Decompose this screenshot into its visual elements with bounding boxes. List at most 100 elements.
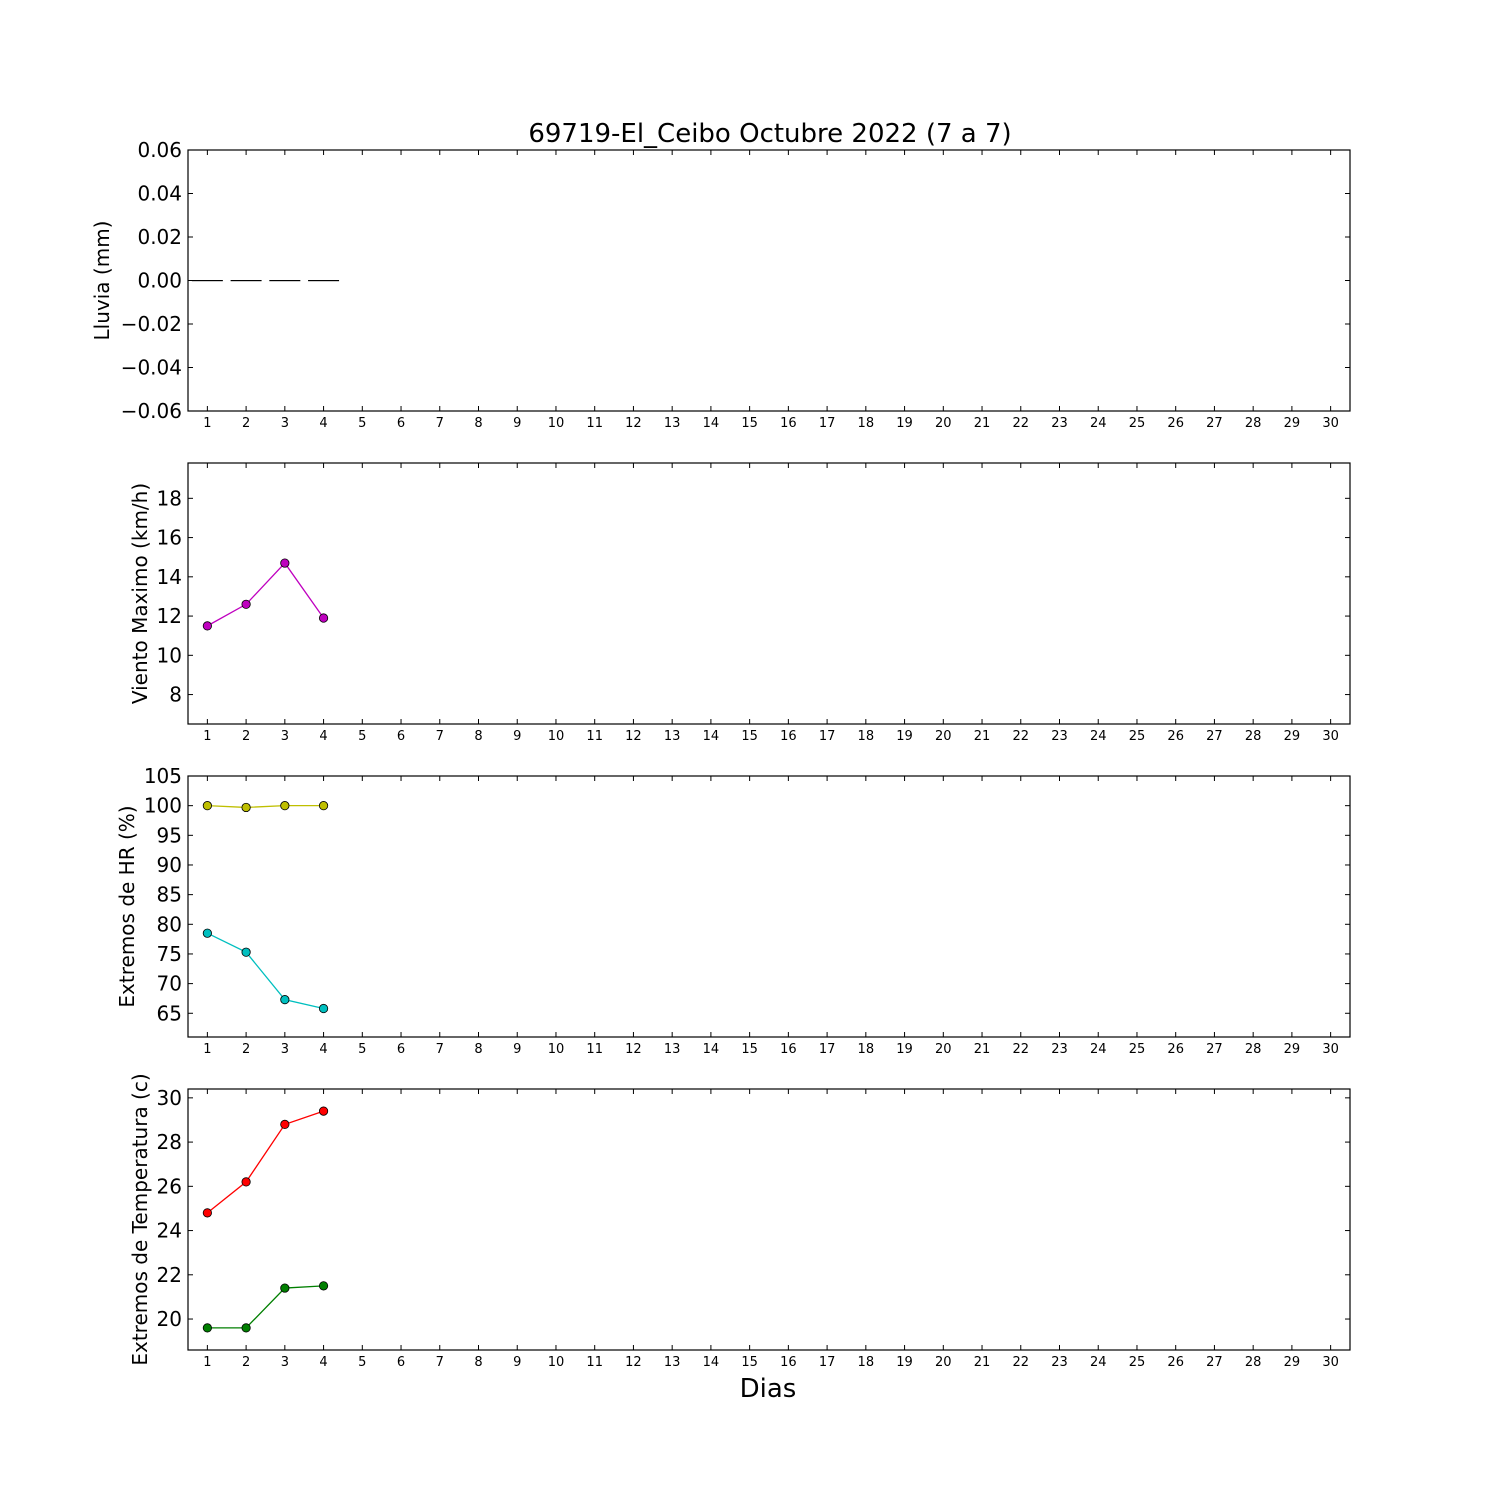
- data-point: [202, 621, 212, 631]
- x-tick-label: 23: [1051, 1355, 1068, 1370]
- x-tick-label: 11: [586, 1355, 603, 1370]
- x-tick-label: 13: [664, 1355, 681, 1370]
- x-tick-label: 9: [513, 1355, 521, 1370]
- x-tick-label: 21: [974, 1355, 991, 1370]
- bar: [230, 280, 262, 282]
- x-tick-label: 19: [896, 729, 913, 744]
- x-tick-label: 18: [858, 416, 875, 431]
- series-line: [207, 932, 324, 1010]
- x-tick-label: 24: [1090, 1042, 1107, 1057]
- y-tick-label: 18: [157, 486, 182, 510]
- data-point: [280, 801, 290, 811]
- x-tick-label: 11: [586, 1042, 603, 1057]
- x-tick-label: 29: [1284, 416, 1301, 431]
- x-tick-label: 5: [358, 729, 366, 744]
- x-tick-label: 30: [1322, 1042, 1339, 1057]
- x-tick-label: 4: [319, 416, 327, 431]
- y-tick-label: 16: [157, 526, 182, 550]
- x-tick-label: 27: [1206, 1042, 1223, 1057]
- x-tick-label: 10: [548, 1355, 565, 1370]
- x-tick-label: 6: [397, 1042, 405, 1057]
- x-tick-label: 1: [203, 1042, 211, 1057]
- x-tick-label: 21: [974, 729, 991, 744]
- x-tick-label: 5: [358, 1042, 366, 1057]
- x-tick-label: 24: [1090, 416, 1107, 431]
- x-tick-label: 10: [548, 416, 565, 431]
- y-axis-label: Extremos de Temperatura (c): [128, 1073, 152, 1365]
- x-tick-label: 30: [1322, 416, 1339, 431]
- x-tick-label: 19: [896, 1355, 913, 1370]
- x-tick-label: 22: [1012, 729, 1029, 744]
- x-tick-label: 18: [858, 729, 875, 744]
- x-tick-label: 17: [819, 729, 836, 744]
- x-tick-label: 25: [1129, 416, 1146, 431]
- subplots: 0.060.040.020.00−0.02−0.04−0.061 2 3 4 5 6 7 8 9…: [90, 138, 1351, 1370]
- data-point: [280, 1119, 290, 1129]
- x-tick-label: 28: [1245, 416, 1262, 431]
- x-tick-label: 17: [819, 416, 836, 431]
- x-tick-label: 15: [741, 729, 758, 744]
- x-axis-label: Dias: [740, 1374, 797, 1404]
- x-tick-label: 6: [397, 1355, 405, 1370]
- chart-title: 69719-El_Ceibo Octubre 2022 (7 a 7): [528, 119, 1011, 149]
- bar: [191, 280, 223, 282]
- x-tick-label: 5: [358, 1355, 366, 1370]
- x-tick-label: 21: [974, 1042, 991, 1057]
- x-tick-label: 24: [1090, 729, 1107, 744]
- x-tick-label: 12: [625, 729, 642, 744]
- x-tick-label: 10: [548, 729, 565, 744]
- x-tick-label: 5: [358, 416, 366, 431]
- x-tick-label: 16: [780, 416, 797, 431]
- x-tick-label: 2: [242, 729, 250, 744]
- data-point: [241, 802, 251, 813]
- x-tick-label: 7: [436, 729, 444, 744]
- x-tick-label: 24: [1090, 1355, 1107, 1370]
- x-tick-label: 3: [281, 729, 289, 744]
- series-temperatura-1: [202, 1281, 329, 1333]
- x-tick-label: 9: [513, 729, 521, 744]
- data-point: [280, 1283, 290, 1293]
- x-tick-label: 3: [281, 1355, 289, 1370]
- x-tick-label: 26: [1167, 1042, 1184, 1057]
- x-tick-label: 15: [741, 1042, 758, 1057]
- data-point: [241, 947, 251, 957]
- data-point: [241, 599, 251, 609]
- y-tick-label: −0.06: [121, 399, 182, 423]
- series-line: [206, 1110, 324, 1214]
- x-tick-label: 23: [1051, 1042, 1068, 1057]
- x-tick-label: 27: [1206, 416, 1223, 431]
- data-point: [318, 613, 329, 623]
- x-tick-label: 2: [242, 416, 250, 431]
- series-line: [207, 1285, 324, 1329]
- x-tick-label: 11: [586, 729, 603, 744]
- panel-lluvia: 0.060.040.020.00−0.02−0.04−0.061 2 3 4 5 6 7 8 9…: [90, 138, 1351, 431]
- y-tick-label: 0.02: [137, 225, 182, 249]
- x-tick-label: 18: [858, 1042, 875, 1057]
- x-tick-label: 30: [1322, 1355, 1339, 1370]
- x-tick-label: 9: [513, 1042, 521, 1057]
- x-tick-label: 17: [819, 1042, 836, 1057]
- x-tick-label: 25: [1129, 1042, 1146, 1057]
- x-tick-label: 3: [281, 416, 289, 431]
- plot-frame: [187, 1088, 1351, 1351]
- series-humedad-1: [202, 928, 329, 1014]
- data-point: [241, 1177, 251, 1187]
- data-point: [241, 1323, 251, 1333]
- data-point: [318, 1106, 329, 1116]
- plot-frame: [187, 462, 1351, 725]
- x-tick-label: 16: [780, 1355, 797, 1370]
- x-tick-label: 20: [935, 1042, 952, 1057]
- x-tick-label: 1: [203, 729, 211, 744]
- x-tick-label: 26: [1167, 1355, 1184, 1370]
- x-tick-label: 2: [242, 1355, 250, 1370]
- x-tick-label: 20: [935, 416, 952, 431]
- y-axis-label: Lluvia (mm): [90, 221, 114, 341]
- x-tick-label: 1: [203, 416, 211, 431]
- x-tick-label: 22: [1012, 416, 1029, 431]
- x-tick-label: 13: [664, 416, 681, 431]
- x-tick-label: 19: [896, 416, 913, 431]
- x-tick-label: 12: [625, 1355, 642, 1370]
- x-tick-label: 1: [203, 1355, 211, 1370]
- x-tick-label: 20: [935, 729, 952, 744]
- x-tick-label: 6: [397, 416, 405, 431]
